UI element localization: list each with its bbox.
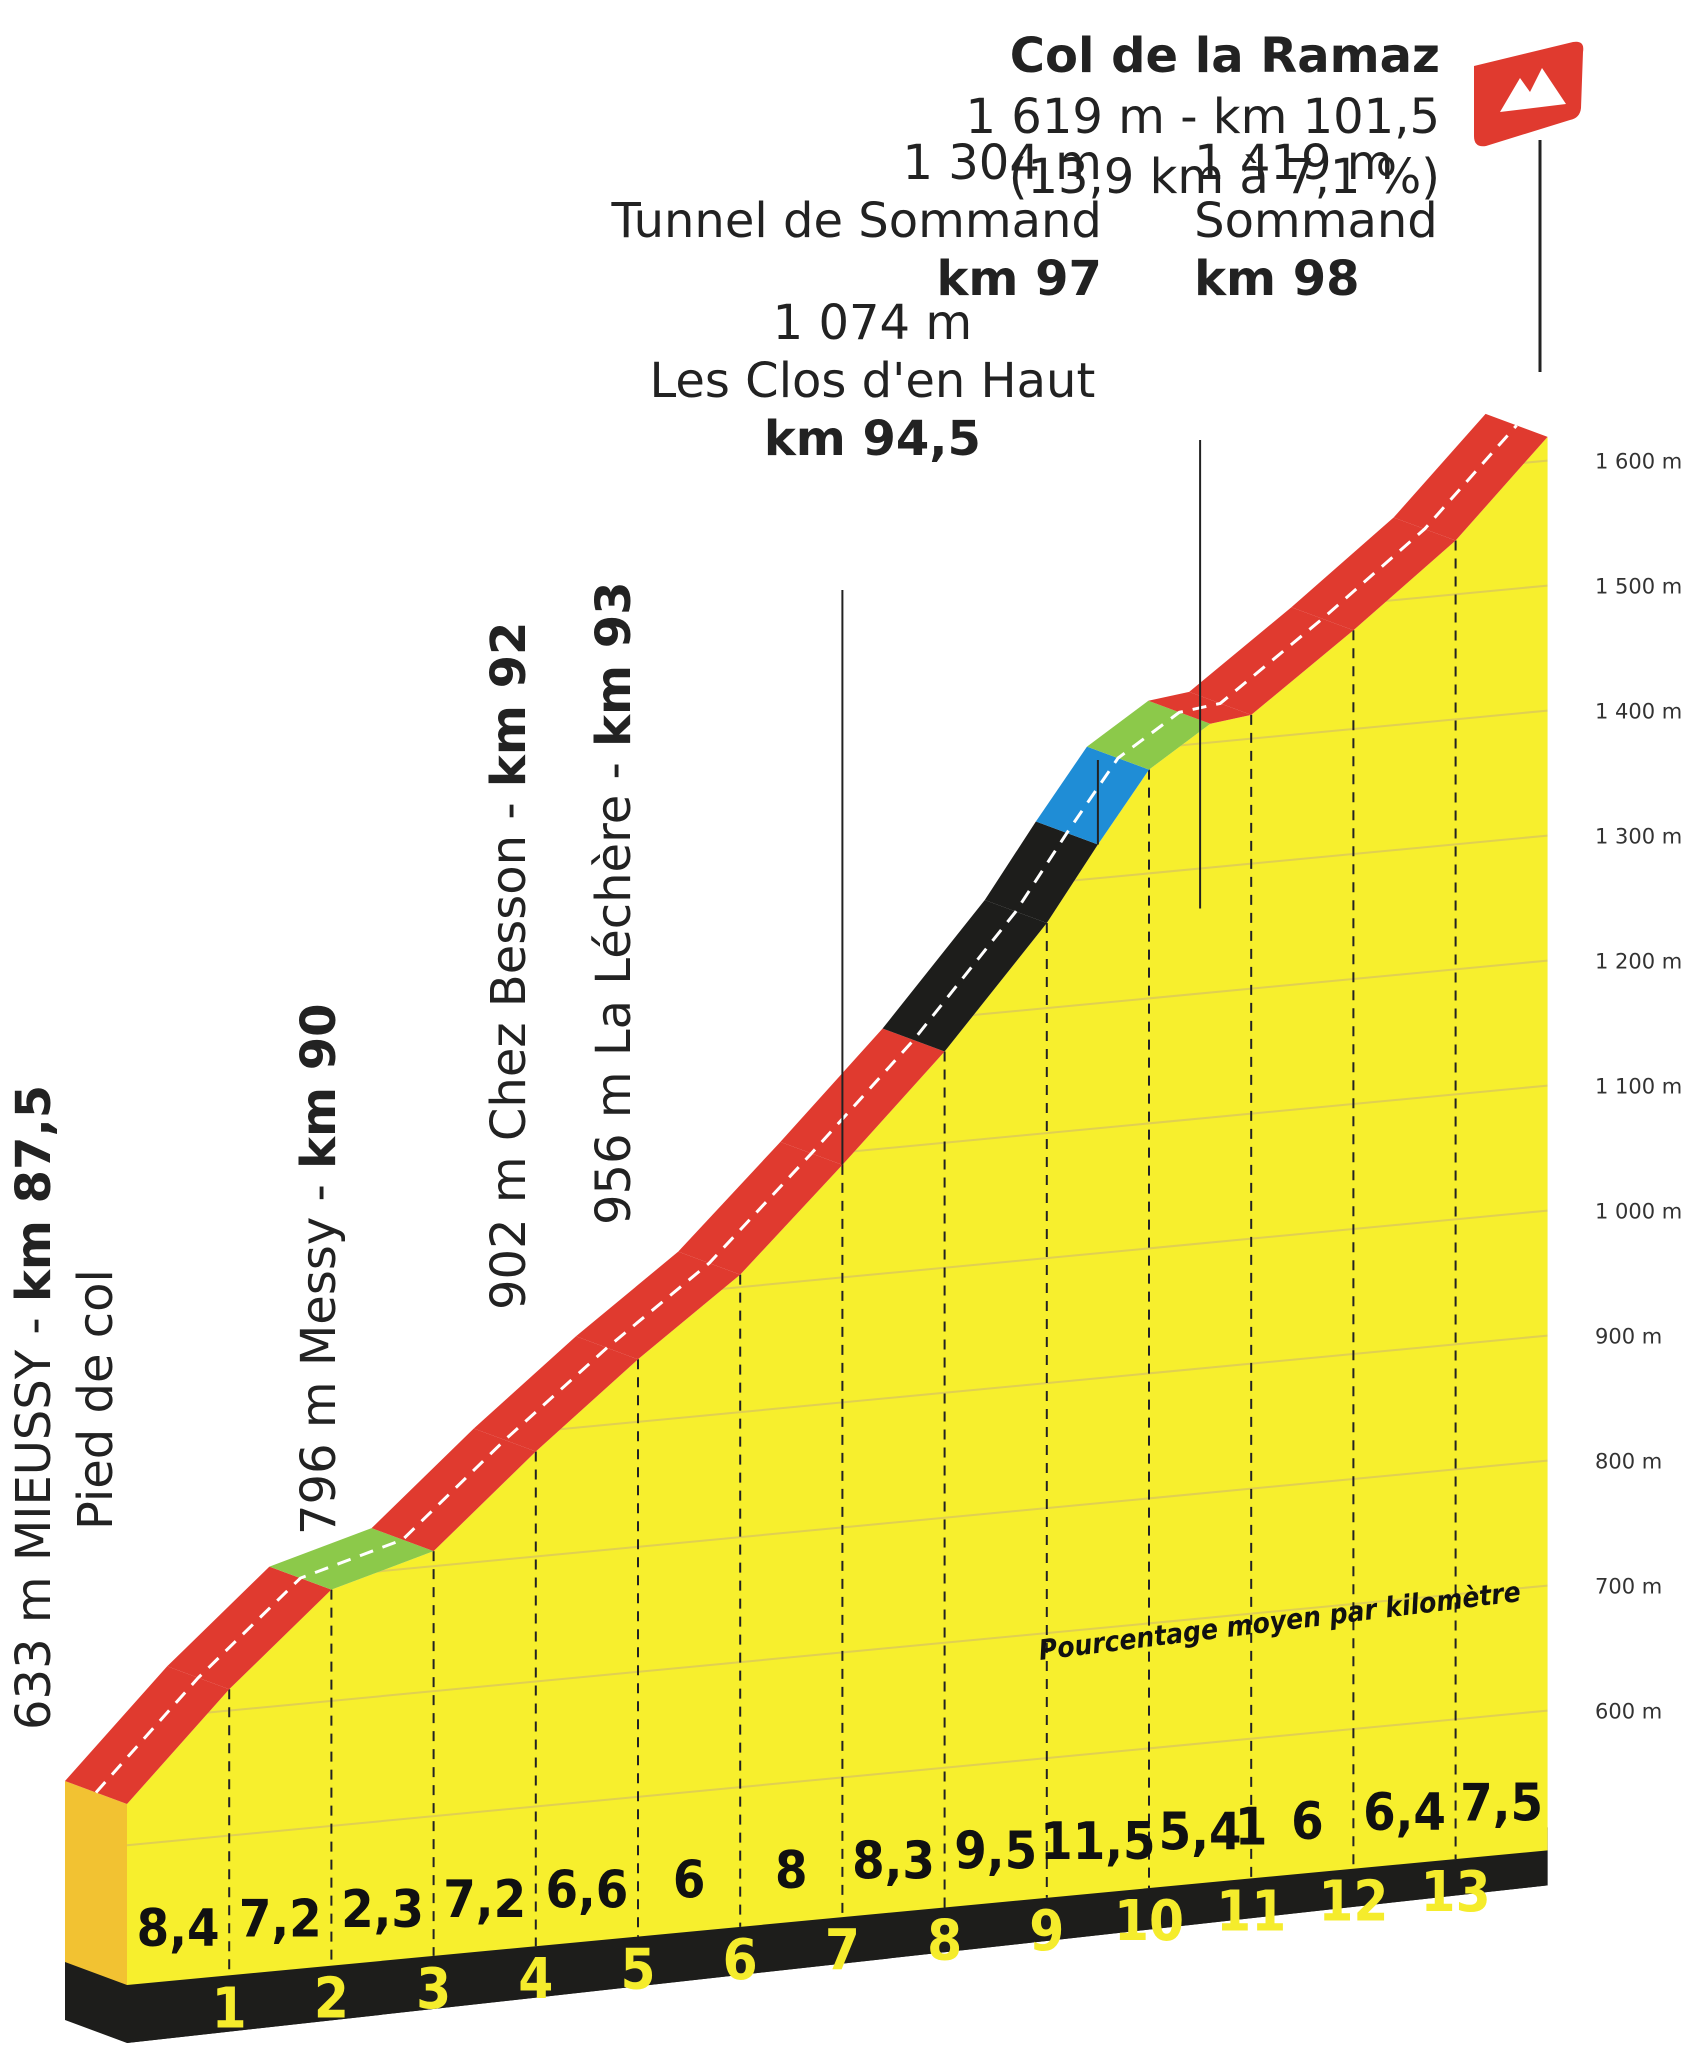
segment-percent-label: 6: [673, 1851, 706, 1911]
waypoint-km: km 94,5: [764, 411, 981, 467]
segment-percent-label: 9,5: [954, 1822, 1037, 1882]
chart-title: Col de la Ramaz: [1010, 28, 1440, 84]
climb-info: (13,9 km à 7,1 %): [1009, 149, 1440, 205]
km-marker-label: 13: [1421, 1860, 1491, 1925]
profile-side-face: [65, 1781, 127, 1985]
waypoint-km: km 93: [586, 581, 642, 746]
summit-info: 1 619 m - km 101,5: [966, 89, 1441, 145]
km-marker-label: 10: [1114, 1889, 1184, 1954]
centerline-dashes: [94, 424, 1518, 1794]
km-marker-label: 9: [1029, 1899, 1064, 1964]
gradient-ribbon-segment: [371, 1428, 536, 1552]
segment-percent-label: 5,4: [1159, 1802, 1242, 1862]
y-tick-label: 1 000 m: [1595, 1200, 1682, 1224]
waypoint-altitude: 902 m Chez Besson - km 92: [481, 622, 537, 1310]
y-tick-label: 1 500 m: [1595, 575, 1682, 599]
km-marker-label: 2: [314, 1967, 349, 2032]
km-divider-layer: [228, 540, 1457, 1976]
y-tick-label: 700 m: [1595, 1575, 1662, 1599]
segment-percent-label: 8,3: [852, 1831, 935, 1891]
y-tick-label: 900 m: [1595, 1325, 1662, 1349]
waypoint-name: 633 m MIEUSSY -: [6, 1302, 62, 1730]
waypoint-name: 902 m Chez Besson -: [481, 787, 537, 1310]
segment-percent-label: 7,2: [443, 1870, 526, 1930]
km-marker-label: 8: [927, 1908, 962, 1973]
segment-percent-label: 6,4: [1363, 1783, 1446, 1843]
km-marker-label: 1: [212, 1976, 247, 2041]
waypoint-vertical-label: 956 m La Léchère - km 93: [586, 581, 642, 1225]
y-tick-label: 1 200 m: [1595, 950, 1682, 974]
gradient-ribbon-layer: [65, 413, 1548, 1804]
y-tick-label: 1 300 m: [1595, 825, 1682, 849]
waypoint-name: Tunnel de Sommand: [611, 193, 1102, 249]
summit-label: Col de la Ramaz 1 619 m - km 101,5 (13,9…: [966, 28, 1441, 205]
gridline: [127, 1709, 1548, 1847]
profile-area: [127, 436, 1548, 1986]
gridline: [127, 1584, 1548, 1722]
waypoint-altitude: 633 m MIEUSSY - km 87,5: [6, 1085, 62, 1730]
segment-percent-label: 1: [1235, 1797, 1268, 1857]
waypoint-altitude: 1 419 m: [1194, 135, 1393, 191]
segment-percent-label: 7,5: [1460, 1774, 1543, 1834]
waypoint-km: km 98: [1194, 251, 1359, 307]
waypoint-altitude: 1 074 m: [773, 295, 972, 351]
waypoint-name: 956 m La Léchère -: [586, 747, 642, 1225]
waypoint-name: Les Clos d'en Haut: [649, 353, 1095, 409]
mountain-flag-icon: [1474, 41, 1584, 372]
y-tick-label: 1 400 m: [1595, 700, 1682, 724]
waypoint-altitude: 956 m La Léchère - km 93: [586, 581, 642, 1225]
km-marker-label: 3: [416, 1957, 451, 2022]
y-tick-label: 600 m: [1595, 1700, 1662, 1724]
segment-percent-label: 7,2: [239, 1889, 322, 1949]
waypoint-name: Sommand: [1194, 193, 1438, 249]
waypoint-km: km 87,5: [6, 1085, 62, 1302]
waypoint-vertical-label: 902 m Chez Besson - km 92: [481, 622, 537, 1310]
segment-percent-label: 2,3: [341, 1880, 424, 1940]
gradient-ribbon-segment: [1189, 607, 1354, 715]
y-axis: 600 m 700 m 800 m 900 m 1 000 m 1 100 m 1 200 …: [1595, 450, 1682, 1724]
waypoint-sub: Pied de col: [68, 1269, 124, 1530]
km-marker-label: 11: [1216, 1879, 1286, 1944]
gradient-ribbon-segment: [473, 1336, 638, 1452]
segment-label-layer: 8,4 7,2 2,3 7,2 6,6 6 8 8,3 9,5 11,5 5,41 6 6,4 7,5: [137, 1774, 1543, 1959]
km-marker-label: 7: [825, 1918, 860, 1983]
y-tick-label: 800 m: [1595, 1450, 1662, 1474]
km-marker-label: 12: [1318, 1870, 1388, 1935]
waypoint-km: km 97: [936, 251, 1101, 307]
km-marker-layer: 1 2 3 4 5 6 7 8 9 10 11 12 13: [212, 1860, 1491, 2041]
km-marker-label: 4: [518, 1947, 553, 2012]
y-tick-label: 1 600 m: [1595, 450, 1682, 474]
waypoint-name: 796 m Messy -: [291, 1169, 347, 1535]
gradient-ribbon-segment: [1087, 700, 1211, 770]
waypoint-km: km 90: [291, 1003, 347, 1168]
waypoint-km: km 92: [481, 622, 537, 787]
segment-percent-label: 8,4: [137, 1899, 220, 1959]
waypoint-altitude: 796 m Messy - km 90: [291, 1003, 347, 1535]
km-marker-label: 5: [620, 1938, 655, 2003]
waypoint-vertical-label: 796 m Messy - km 90: [291, 1003, 347, 1535]
segment-percent-label: 8: [775, 1841, 808, 1901]
segment-percent-label: 6,6: [545, 1860, 628, 1920]
y-tick-label: 1 100 m: [1595, 1075, 1682, 1099]
km-marker-label: 6: [723, 1928, 758, 1993]
segment-percent-label: 11,5: [1040, 1812, 1155, 1872]
profile-area-layer: [127, 436, 1548, 1986]
waypoint-altitude: 1 304 m: [902, 135, 1101, 191]
segment-percent-label: 6: [1291, 1792, 1324, 1852]
